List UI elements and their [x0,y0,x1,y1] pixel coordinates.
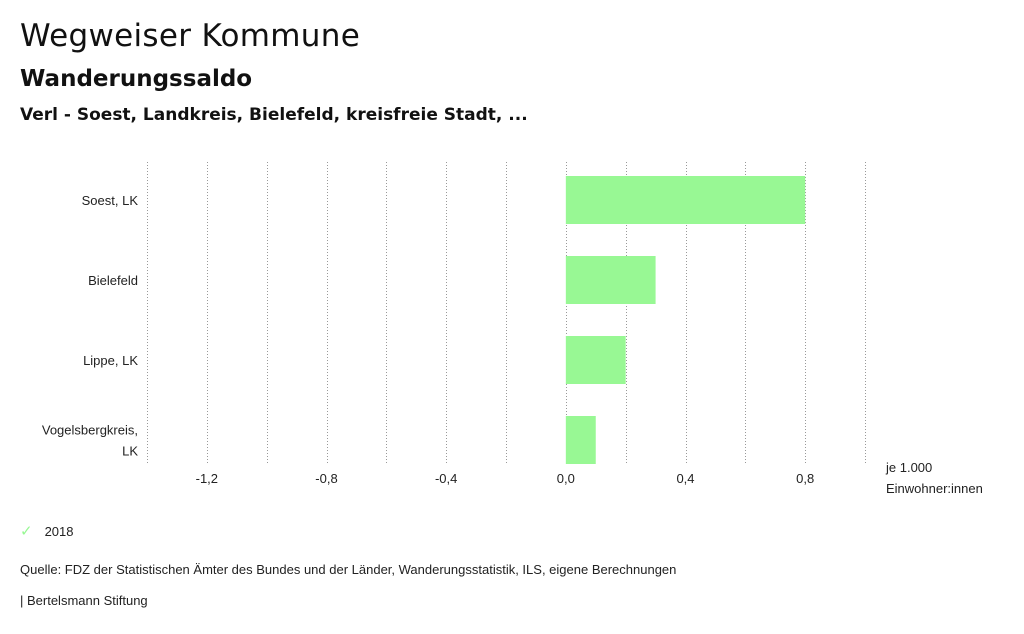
bar-layer [565,176,806,464]
bar[interactable] [565,176,806,224]
legend-label: 2018 [44,523,74,539]
x-tick-label: -0,4 [435,471,457,486]
category-label: Bielefeld [88,273,138,288]
legend[interactable]: ✓ 2018 [20,522,74,540]
x-axis-unit-label: je 1.000 [885,460,932,475]
chart-subtitle: Wanderungssaldo [20,66,253,92]
category-label: LK [122,444,138,459]
chart-title: Wegweiser Kommune [20,18,361,54]
tick-label-layer: -1,2 -0,8 -0,4 0,0 0,4 0,8 [196,471,815,486]
x-tick-label: 0,8 [796,471,814,486]
category-label: Soest, LK [82,193,139,208]
checkmark-icon: ✓ [20,523,33,540]
brand-footer: | Bertelsmann Stiftung [20,593,148,608]
x-tick-label: 0,0 [557,471,575,486]
category-label-layer: Soest, LK Bielefeld Lippe, LK Vogelsbergkre… [42,193,138,459]
bar-chart: Soest, LK Bielefeld Lippe, LK Vogelsbergkre… [42,162,983,496]
grid-layer [147,162,866,463]
x-tick-label: 0,4 [676,471,694,486]
places-list: Verl - Soest, Landkreis, Bielefeld, krei… [20,105,528,125]
bar[interactable] [565,416,596,464]
category-label: Lippe, LK [83,353,138,368]
category-label: Vogelsbergkreis, [42,423,138,438]
bar[interactable] [565,336,626,384]
x-tick-label: -1,2 [196,471,218,486]
x-tick-label: -0,8 [315,471,337,486]
source-note: Quelle: FDZ der Statistischen Ämter des … [20,562,677,577]
bar[interactable] [565,256,656,304]
x-axis-unit-label: Einwohner:innen [886,481,983,496]
